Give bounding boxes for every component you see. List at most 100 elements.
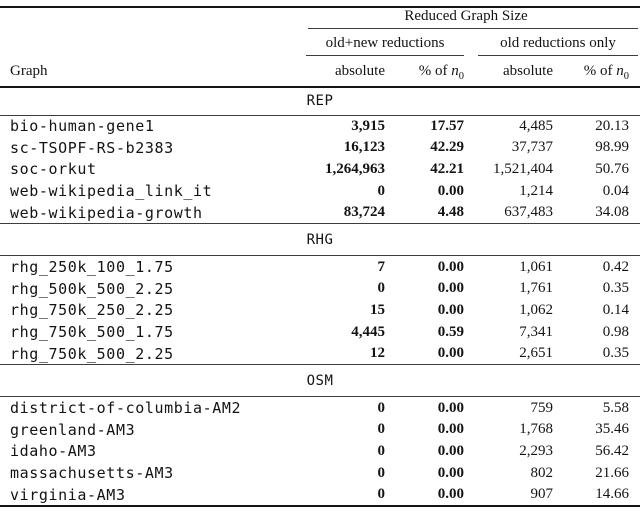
table-row: idaho-AM3 0 0.00 2,293 56.42: [0, 441, 640, 463]
old-percent-value: 21.66: [595, 464, 630, 481]
new-absolute-value: 0: [377, 421, 386, 438]
new-percent-value: 0.00: [437, 258, 464, 275]
old-absolute-value: 907: [530, 486, 554, 503]
graph-name: greenland-AM3: [10, 420, 136, 439]
group-old-only-cell: old reductions only: [464, 29, 640, 56]
old-percent-value: 0.35: [602, 345, 630, 362]
section-label: RHG: [0, 223, 640, 257]
graph-name: rhg_750k_250_2.25: [10, 301, 174, 320]
old-percent-value: 35.46: [595, 421, 630, 438]
header-title-cell: Reduced Graph Size: [300, 7, 640, 29]
reduced-graph-size-table: Reduced Graph Size old+new reductions ol…: [0, 6, 640, 507]
old-absolute-value: 1,521,404: [493, 160, 553, 177]
old-percent-value: 50.76: [595, 160, 630, 177]
new-percent-value: 42.29: [430, 139, 464, 156]
table-header-row-title: Reduced Graph Size: [0, 7, 640, 29]
graph-name: district-of-columbia-AM2: [10, 399, 242, 418]
new-percent-value: 0.00: [437, 464, 464, 481]
graph-name: bio-human-gene1: [10, 117, 155, 136]
graph-name: idaho-AM3: [10, 442, 97, 461]
table-row: soc-orkut 1,264,963 42.21 1,521,404 50.7…: [0, 159, 640, 181]
new-absolute-value: 83,724: [343, 204, 385, 221]
table-row: district-of-columbia-AM2 0 0.00 759 5.58: [0, 397, 640, 419]
section-header-rep: REP: [0, 87, 640, 116]
graph-name: massachusetts-AM3: [10, 464, 174, 483]
table-header-row-columns: Graph absolute % of n0 absolute % of n0: [0, 56, 640, 88]
new-percent-value: 0.00: [437, 442, 464, 459]
header-graph: Graph: [0, 56, 300, 88]
table-header-row-groups: old+new reductions old reductions only: [0, 29, 640, 56]
group-old-new-rule: old+new reductions: [306, 35, 464, 56]
new-absolute-value: 0: [377, 464, 386, 481]
percent-of-label: % of: [418, 62, 452, 79]
table-row: virginia-AM3 0 0.00 907 14.66: [0, 484, 640, 506]
new-absolute-value: 4,445: [351, 323, 385, 340]
header-percent-new: % of n0: [385, 56, 464, 88]
old-absolute-value: 637,483: [504, 204, 553, 221]
new-absolute-value: 7: [377, 258, 386, 275]
n0-subscript: 0: [458, 70, 464, 82]
new-percent-value: 0.00: [437, 345, 464, 362]
new-absolute-value: 12: [370, 345, 385, 362]
n0-variable: n: [616, 62, 624, 79]
old-absolute-value: 7,341: [519, 323, 553, 340]
new-percent-value: 42.21: [430, 160, 464, 177]
graph-name: web-wikipedia-growth: [10, 203, 203, 222]
old-percent-value: 5.58: [602, 399, 630, 416]
old-absolute-value: 802: [530, 464, 554, 481]
old-absolute-value: 37,737: [511, 139, 553, 156]
header-percent-old: % of n0: [553, 56, 640, 88]
graph-name: sc-TSOPF-RS-b2383: [10, 138, 174, 157]
old-percent-value: 0.35: [602, 280, 630, 297]
old-percent-value: 0.04: [602, 182, 630, 199]
table-row: rhg_750k_500_1.75 4,445 0.59 7,341 0.98: [0, 321, 640, 343]
header-spacer: [0, 7, 300, 29]
graph-name: rhg_250k_100_1.75: [10, 258, 174, 277]
header-absolute-new: absolute: [300, 56, 385, 88]
old-absolute-value: 759: [530, 399, 554, 416]
n0-subscript: 0: [623, 70, 630, 82]
header-spacer: [0, 29, 300, 56]
table-row: web-wikipedia-growth 83,724 4.48 637,483…: [0, 202, 640, 224]
old-percent-value: 56.42: [595, 442, 630, 459]
old-percent-value: 0.98: [602, 323, 630, 340]
new-percent-value: 0.00: [437, 280, 464, 297]
graph-name: web-wikipedia_link_it: [10, 182, 213, 201]
table-row: massachusetts-AM3 0 0.00 802 21.66: [0, 462, 640, 484]
new-percent-value: 0.00: [437, 486, 464, 503]
table-row: rhg_500k_500_2.25 0 0.00 1,761 0.35: [0, 278, 640, 300]
section-label: OSM: [0, 364, 640, 398]
new-percent-value: 4.48: [437, 204, 464, 221]
column-group-old-only: old reductions only: [500, 35, 616, 51]
old-percent-value: 0.14: [602, 301, 630, 318]
table-title: Reduced Graph Size: [404, 8, 528, 24]
new-percent-value: 17.57: [430, 117, 464, 134]
group-old-only-rule: old reductions only: [478, 35, 639, 56]
header-absolute-old: absolute: [464, 56, 553, 88]
old-absolute-value: 1,061: [519, 258, 553, 275]
graph-name: rhg_750k_500_2.25: [10, 344, 174, 363]
new-absolute-value: 15: [370, 301, 385, 318]
old-absolute-value: 1,761: [519, 280, 553, 297]
table-row: rhg_750k_250_2.25 15 0.00 1,062 0.14: [0, 300, 640, 322]
new-percent-value: 0.00: [437, 301, 464, 318]
graph-name: virginia-AM3: [10, 485, 126, 504]
section-label: REP: [0, 87, 640, 116]
old-absolute-value: 1,214: [519, 182, 553, 199]
old-absolute-value: 1,062: [519, 301, 553, 318]
new-absolute-value: 0: [377, 182, 386, 199]
new-percent-value: 0.00: [437, 182, 464, 199]
table-row: bio-human-gene1 3,915 17.57 4,485 20.13: [0, 115, 640, 137]
table-row: rhg_750k_500_2.25 12 0.00 2,651 0.35: [0, 343, 640, 365]
table-row: greenland-AM3 0 0.00 1,768 35.46: [0, 419, 640, 441]
old-percent-value: 34.08: [595, 204, 630, 221]
old-absolute-value: 4,485: [519, 117, 553, 134]
new-absolute-value: 0: [377, 399, 386, 416]
old-absolute-value: 2,651: [519, 345, 553, 362]
graph-name: rhg_500k_500_2.25: [10, 279, 174, 298]
new-percent-value: 0.00: [437, 399, 464, 416]
old-absolute-value: 1,768: [519, 421, 553, 438]
title-rule: Reduced Graph Size: [308, 8, 639, 29]
new-absolute-value: 0: [377, 486, 386, 503]
